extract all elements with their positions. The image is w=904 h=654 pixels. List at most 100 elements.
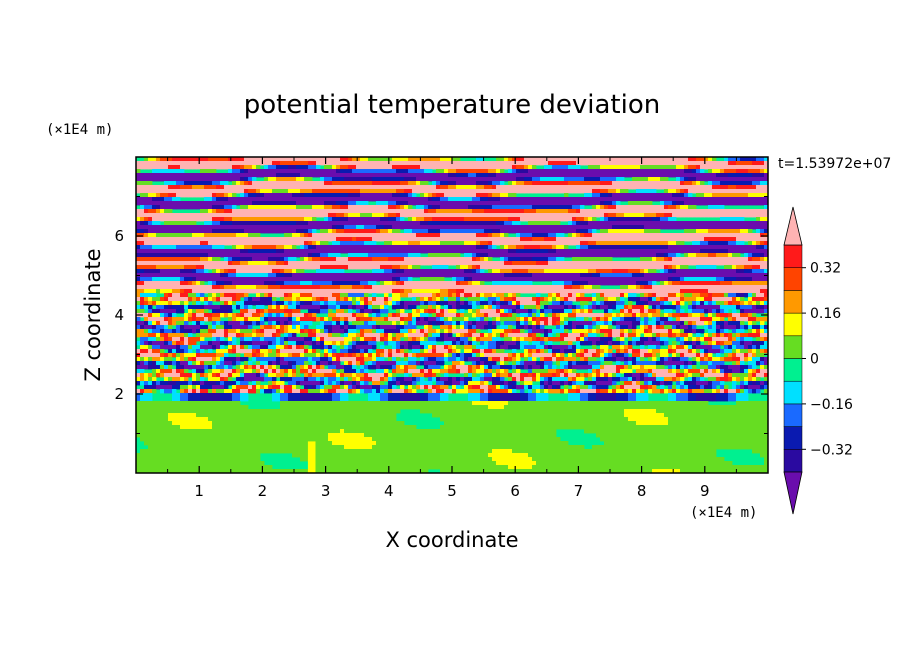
field-cell bbox=[192, 257, 197, 262]
field-cell bbox=[688, 277, 693, 282]
field-cell bbox=[740, 157, 745, 162]
field-cell bbox=[600, 185, 605, 190]
field-cell bbox=[392, 185, 397, 190]
field-cell bbox=[212, 249, 217, 254]
field-cell bbox=[256, 285, 261, 290]
field-cell bbox=[728, 245, 733, 250]
field-cell bbox=[180, 245, 185, 250]
field-cell bbox=[644, 281, 649, 286]
field-cell bbox=[764, 165, 768, 170]
field-cell bbox=[488, 237, 493, 242]
field-cell bbox=[284, 205, 289, 210]
field-cell bbox=[232, 185, 237, 190]
field-cell bbox=[316, 157, 321, 162]
field-cell bbox=[288, 249, 293, 254]
field-cell bbox=[588, 241, 593, 246]
field-cell bbox=[364, 273, 369, 278]
field-cell bbox=[316, 277, 321, 282]
field-cell bbox=[648, 245, 653, 250]
field-cell bbox=[172, 269, 177, 274]
field-cell bbox=[304, 265, 309, 270]
field-cell bbox=[568, 277, 573, 282]
field-cell bbox=[308, 249, 313, 254]
field-cell bbox=[180, 157, 185, 162]
field-cell bbox=[532, 269, 537, 274]
field-cell bbox=[648, 277, 653, 282]
field-cell bbox=[764, 225, 768, 230]
field-cell bbox=[520, 165, 525, 170]
field-cell bbox=[272, 257, 277, 262]
field-cell bbox=[496, 261, 501, 266]
field-cell bbox=[188, 229, 193, 234]
field-cell bbox=[276, 161, 281, 166]
field-cell bbox=[580, 261, 585, 266]
field-cell bbox=[496, 185, 501, 190]
field-cell bbox=[368, 217, 373, 222]
field-cell bbox=[408, 273, 413, 278]
field-cell bbox=[152, 185, 157, 190]
field-cell bbox=[164, 181, 169, 186]
field-cell bbox=[536, 185, 541, 190]
field-cell bbox=[340, 169, 345, 174]
field-cell bbox=[200, 213, 205, 218]
field-cell bbox=[624, 269, 629, 274]
field-cell bbox=[280, 209, 285, 214]
field-cell bbox=[524, 181, 529, 186]
field-cell bbox=[156, 241, 161, 246]
field-cell bbox=[520, 261, 525, 266]
field-cell bbox=[440, 213, 445, 218]
field-cell bbox=[412, 233, 417, 238]
field-cell bbox=[552, 157, 557, 162]
field-cell bbox=[136, 221, 141, 226]
field-cell bbox=[432, 213, 437, 218]
field-cell bbox=[292, 217, 297, 222]
field-cell bbox=[604, 193, 609, 198]
field-cell bbox=[576, 185, 581, 190]
field-cell bbox=[364, 157, 369, 162]
field-cell bbox=[324, 201, 329, 206]
field-cell bbox=[728, 229, 733, 234]
field-cell bbox=[692, 173, 697, 178]
field-cell bbox=[580, 241, 585, 246]
field-cell bbox=[660, 181, 665, 186]
field-cell bbox=[484, 265, 489, 270]
field-cell bbox=[316, 273, 321, 278]
field-cell bbox=[732, 193, 737, 198]
field-cell bbox=[216, 265, 221, 270]
field-cell bbox=[256, 201, 261, 206]
field-cell bbox=[152, 229, 157, 234]
field-cell bbox=[404, 165, 409, 170]
field-cell bbox=[604, 217, 609, 222]
field-cell bbox=[732, 261, 737, 266]
field-cell bbox=[652, 237, 657, 242]
field-cell bbox=[488, 193, 493, 198]
field-cell bbox=[284, 181, 289, 186]
field-cell bbox=[400, 213, 405, 218]
field-cell bbox=[604, 261, 609, 266]
field-cell bbox=[504, 233, 509, 238]
field-cell bbox=[400, 205, 405, 210]
field-cell bbox=[248, 233, 253, 238]
field-cell bbox=[760, 245, 765, 250]
field-cell bbox=[512, 173, 517, 178]
field-cell bbox=[384, 273, 389, 278]
field-cell bbox=[756, 161, 761, 166]
field-cell bbox=[380, 225, 385, 230]
field-cell bbox=[284, 249, 289, 254]
field-cell bbox=[708, 233, 713, 238]
field-cell bbox=[216, 225, 221, 230]
field-cell bbox=[504, 269, 509, 274]
field-cell bbox=[348, 213, 353, 218]
field-cell bbox=[496, 273, 501, 278]
field-cell bbox=[704, 185, 709, 190]
field-cell bbox=[168, 253, 173, 258]
field-cell bbox=[532, 257, 537, 262]
field-cell bbox=[488, 173, 493, 178]
field-cell bbox=[332, 221, 337, 226]
field-cell bbox=[232, 225, 237, 230]
field-cell bbox=[460, 177, 465, 182]
field-cell bbox=[252, 197, 257, 202]
field-cell bbox=[748, 221, 753, 226]
field-cell bbox=[208, 185, 213, 190]
field-cell bbox=[240, 181, 245, 186]
